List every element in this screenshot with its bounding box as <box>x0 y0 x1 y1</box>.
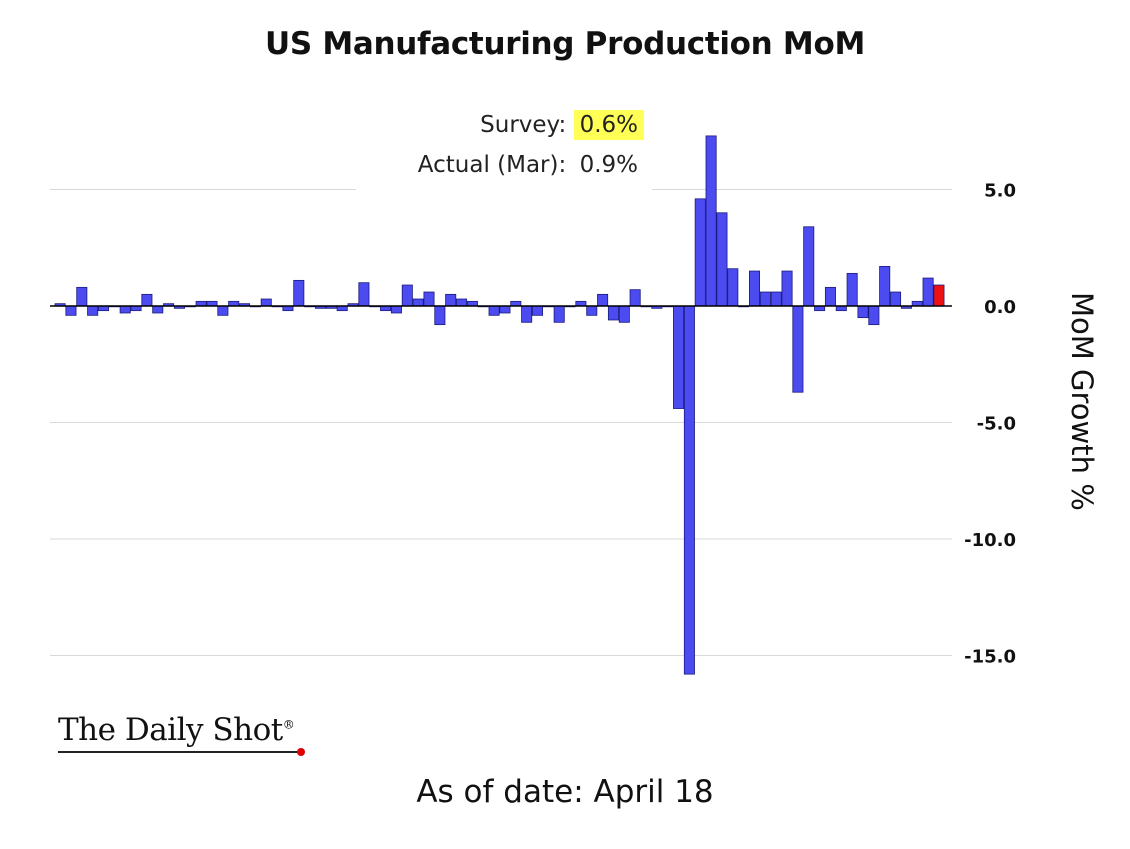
bar <box>618 305 630 323</box>
bar <box>922 277 934 307</box>
bar <box>879 265 891 307</box>
actual-value: 0.9% <box>579 152 638 178</box>
bar <box>553 305 565 323</box>
bar <box>749 270 761 307</box>
bar <box>488 305 500 316</box>
as-of-date: As of date: April 18 <box>416 774 714 810</box>
bar <box>727 268 739 307</box>
bar <box>456 298 468 307</box>
bar <box>260 298 272 307</box>
bar <box>781 270 793 307</box>
bar <box>521 305 533 323</box>
bar <box>683 305 695 675</box>
bar <box>532 305 544 316</box>
registered-mark: ® <box>282 717 295 732</box>
bar <box>759 291 771 307</box>
bar <box>770 291 782 307</box>
bar <box>412 298 424 307</box>
logo-underline <box>58 751 298 753</box>
bar <box>119 305 131 314</box>
actual-label: Actual (Mar): <box>417 152 567 178</box>
y-tick-label: 5.0 <box>984 181 1016 202</box>
chart-title: US Manufacturing Production MoM <box>264 26 866 62</box>
y-axis-label: MoM Growth % <box>1065 292 1099 511</box>
survey-label: Survey: <box>480 112 567 138</box>
y-tick-label: -10.0 <box>964 530 1016 551</box>
gridlines <box>50 189 952 656</box>
y-tick-label: -15.0 <box>964 647 1016 668</box>
bar <box>434 305 446 326</box>
bar <box>716 212 728 307</box>
y-tick-label: -5.0 <box>977 414 1016 435</box>
bar <box>358 282 370 307</box>
bar <box>824 286 836 307</box>
bar <box>87 305 99 316</box>
bar <box>217 305 229 316</box>
bar <box>152 305 164 314</box>
bar <box>868 305 880 326</box>
bar <box>65 305 77 316</box>
bar <box>445 293 457 307</box>
bar <box>607 305 619 321</box>
latest-bar <box>933 284 945 307</box>
logo-text: The Daily Shot <box>58 712 283 748</box>
bar <box>694 198 706 307</box>
bar <box>141 293 153 307</box>
bars <box>54 135 945 675</box>
y-tick-labels: 5.0 0.0 -5.0 -10.0 -15.0 <box>964 181 1016 668</box>
bar <box>390 305 402 314</box>
bar <box>857 305 869 319</box>
bar <box>890 291 902 307</box>
survey-annotation: Survey: 0.6% Actual (Mar): 0.9% <box>356 108 652 190</box>
bar <box>629 289 641 307</box>
bar <box>586 305 598 316</box>
bar <box>597 293 609 307</box>
y-tick-label: 0.0 <box>984 297 1016 318</box>
bar <box>705 135 717 307</box>
logo-dot-icon <box>297 748 305 756</box>
bar <box>76 286 88 307</box>
bar <box>846 272 858 307</box>
bar <box>499 305 511 314</box>
bar <box>792 305 804 393</box>
bar <box>673 305 685 409</box>
bar <box>423 291 435 307</box>
survey-value: 0.6% <box>573 110 644 140</box>
bar <box>401 284 413 307</box>
bar <box>803 226 815 307</box>
daily-shot-logo: The Daily Shot® <box>58 712 295 748</box>
bar <box>293 279 305 307</box>
